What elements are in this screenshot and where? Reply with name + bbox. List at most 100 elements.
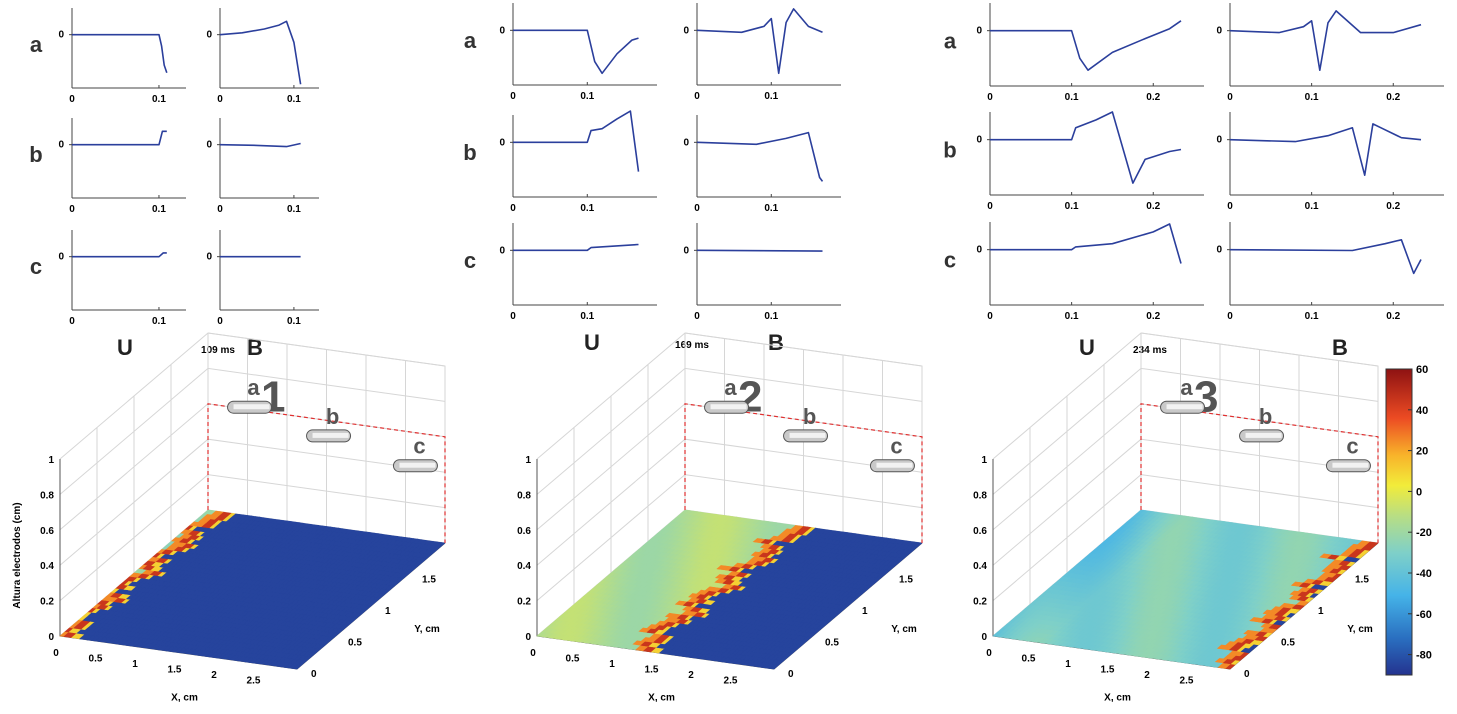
trace-x-tick-label: 0.1	[1305, 92, 1319, 103]
trace-x-tick-label: 0.1	[287, 94, 301, 105]
trace-line-a-U	[990, 20, 1182, 71]
trace-x-tick-label: 0	[1227, 311, 1233, 322]
trace-y-tick-label: 0	[976, 135, 982, 146]
trace-x-tick-label: 0	[694, 311, 700, 322]
trace-x-tick-label: 0	[69, 204, 75, 215]
grid-line	[59, 403, 446, 531]
row-label-c: c	[30, 254, 42, 279]
electrode-label: c	[890, 434, 902, 459]
electrode-label: a	[724, 375, 737, 400]
y-tick-label: 0	[311, 669, 317, 680]
trace-axes-c-U: 00 0.1	[58, 230, 186, 327]
trace-x-tick-label: 0.2	[1386, 311, 1400, 322]
trace-x-tick-label: 0.1	[1305, 311, 1319, 322]
x-tick-label: 0	[530, 648, 536, 659]
y-tick-label: 1.5	[422, 575, 436, 586]
x-axis-label: X, cm	[171, 693, 198, 704]
trace-axes-a-U: 00 0.1	[499, 3, 657, 102]
x-tick-label: 1.5	[645, 665, 659, 676]
trace-y-tick-label: 0	[499, 245, 505, 256]
trace-x-tick-label: 0.2	[1146, 201, 1160, 212]
trace-x-tick-label: 0	[217, 204, 223, 215]
trace-axes-c-U: 00 0.1	[499, 223, 657, 322]
electrode-icon-shine	[399, 462, 436, 468]
trace-line-a-U	[513, 29, 639, 75]
trace-x-tick-label: 0	[1227, 201, 1233, 212]
trace-y-tick-label: 0	[499, 137, 505, 148]
electrode-a: a	[227, 375, 273, 414]
trace-x-tick-label: 0.1	[287, 204, 301, 215]
y-tick-label: 0.5	[348, 638, 362, 649]
trace-x-tick-label: 0.1	[764, 311, 778, 322]
trace-y-tick-label: 0	[58, 252, 64, 263]
trace-axes-c-B: 00 0.1	[683, 223, 841, 322]
trace-line-c-U	[72, 252, 167, 258]
trace-line-b-U	[513, 110, 640, 172]
trace-panel-3: a 00 0.1 0.200 0.1 0.2b 00 0.1 0.200 0.1 0.2c 00 0.1…	[943, 3, 1444, 360]
row-label-a: a	[464, 28, 477, 53]
row-label-c: c	[464, 248, 476, 273]
trace-x-tick-label: 0	[510, 203, 516, 214]
electrode-b: b	[306, 404, 352, 443]
trace-y-tick-label: 0	[206, 30, 212, 41]
y-tick-label: 1.5	[899, 575, 913, 586]
trace-y-tick-label: 0	[1216, 245, 1222, 256]
surface-cells	[59, 509, 446, 670]
trace-line-a-B	[1229, 10, 1422, 71]
panel-number: 1	[261, 372, 285, 421]
trace-y-tick-label: 0	[499, 25, 505, 36]
col-label-u: U	[1079, 335, 1095, 360]
z-tick-label: 0.2	[517, 597, 531, 608]
trace-y-tick-label: 0	[58, 140, 64, 151]
trace-y-tick-label: 0	[206, 252, 212, 263]
z-tick-label: 1	[525, 455, 531, 466]
trace-axes-b-B: 00 0.1 0.2	[1216, 112, 1444, 212]
y-tick-label: 1	[385, 606, 391, 617]
trace-y-tick-label: 0	[683, 25, 689, 36]
trace-line-c-U	[990, 223, 1182, 264]
trace-x-tick-label: 0.2	[1386, 92, 1400, 103]
surface-cells	[536, 509, 923, 670]
trace-x-tick-label: 0.1	[1305, 201, 1319, 212]
trace-y-tick-label: 0	[976, 245, 982, 256]
trace-x-tick-label: 0	[510, 311, 516, 322]
trace-x-tick-label: 0.1	[1065, 92, 1079, 103]
y-axis-label: Y, cm	[414, 624, 440, 635]
trace-y-tick-label: 0	[58, 30, 64, 41]
trace-x-tick-label: 0.1	[287, 316, 301, 327]
x-tick-label: 0	[53, 648, 59, 659]
grid-line	[992, 403, 1379, 531]
panel-number: 2	[738, 372, 762, 421]
x-tick-label: 2	[211, 670, 217, 681]
z-tick-label: 0.6	[517, 526, 531, 537]
trace-x-tick-label: 0.1	[580, 203, 594, 214]
electrode-icon-shine	[233, 404, 270, 410]
trace-x-tick-label: 0	[694, 91, 700, 102]
y-tick-label: 1	[862, 606, 868, 617]
x-tick-label: 0.5	[566, 654, 580, 665]
trace-x-tick-label: 0.1	[764, 91, 778, 102]
z-tick-label: 0	[48, 632, 54, 643]
col-label-u: U	[117, 335, 133, 360]
trace-x-tick-label: 0	[694, 203, 700, 214]
z-tick-label: 0.6	[40, 526, 54, 537]
trace-axes-a-B: 00 0.1	[683, 3, 841, 102]
electrode-icon-shine	[710, 404, 747, 410]
z-tick-label: 0.8	[517, 490, 531, 501]
trace-x-tick-label: 0	[510, 91, 516, 102]
time-label: 234 ms	[1133, 345, 1167, 356]
electrode-plane-outline	[207, 403, 446, 543]
trace-y-tick-label: 0	[683, 137, 689, 148]
z-tick-label: 0.2	[40, 597, 54, 608]
trace-x-tick-label: 0	[987, 311, 993, 322]
trace-x-tick-label: 0.1	[764, 203, 778, 214]
trace-axes-a-B: 00 0.1 0.2	[1216, 3, 1444, 103]
electrode-icon-shine	[789, 432, 826, 438]
trace-line-a-U	[72, 33, 168, 74]
trace-line-c-B	[696, 249, 823, 252]
z-tick-label: 0.4	[40, 561, 54, 572]
z-tick-label: 1	[48, 455, 54, 466]
trace-line-a-B	[696, 8, 823, 75]
